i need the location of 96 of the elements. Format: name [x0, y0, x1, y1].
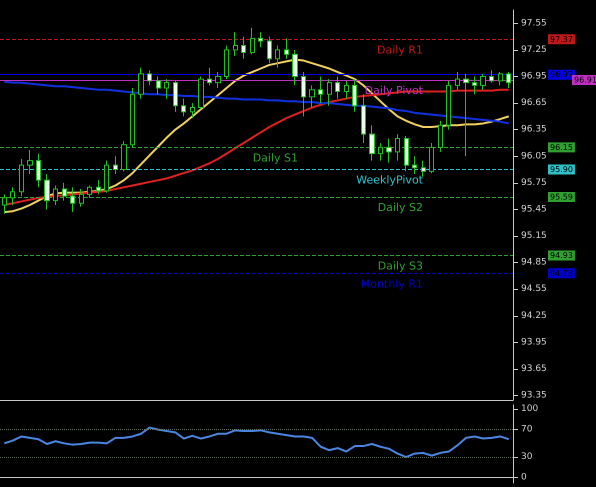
candlestick: [79, 188, 84, 208]
y-tick-label: 96.95: [521, 71, 547, 82]
candlestick: [480, 73, 486, 90]
candlestick: [138, 67, 144, 100]
y-tick-label: 95.45: [521, 204, 547, 214]
candlestick: [378, 142, 383, 162]
candlestick: [215, 72, 221, 88]
candlestick: [130, 88, 135, 148]
y-tick-label: 100: [521, 404, 538, 414]
y-tick-label: 96.65: [521, 98, 547, 108]
candlestick: [275, 44, 280, 68]
candlestick: [327, 78, 332, 106]
candlestick: [2, 194, 7, 214]
candlestick: [395, 134, 400, 162]
text: 95.59: [550, 192, 573, 202]
ref-line-label: Monthly R1: [360, 277, 423, 290]
candlestick: [429, 142, 434, 174]
candlestick: [404, 135, 409, 172]
y-tick-label: 70: [521, 424, 533, 435]
candlestick: [156, 76, 161, 95]
candlestick: [369, 124, 375, 162]
candlestick: [446, 80, 451, 130]
y-tick-label: 94.85: [521, 258, 547, 268]
candlestick: [121, 140, 127, 172]
ref-line-label: Daily S3: [378, 260, 423, 273]
candlestick: [352, 78, 357, 112]
candlestick: [173, 80, 178, 112]
candlestick: [164, 78, 169, 100]
y-tick-label: 95.15: [521, 231, 547, 242]
candlestick: [241, 36, 246, 60]
y-tick-label: 94.25: [521, 310, 547, 321]
candlestick: [233, 32, 238, 57]
candlestick: [267, 36, 272, 64]
candlestick: [318, 76, 323, 104]
candlestick: [489, 70, 494, 84]
candlestick: [19, 158, 24, 197]
candlestick: [258, 32, 263, 48]
y-tick-label: 93.35: [521, 390, 547, 401]
candlestick: [198, 76, 204, 110]
text: 96.91: [574, 76, 596, 85]
candlestick: [455, 72, 460, 90]
candlestick: [44, 173, 50, 210]
candlestick: [463, 73, 469, 157]
y-tick-label: 96.05: [521, 151, 547, 162]
candlestick: [421, 160, 426, 178]
ref-line-label: Daily R1: [377, 43, 423, 56]
candlestick: [386, 138, 392, 163]
candlestick: [224, 44, 229, 80]
text: 96.15: [550, 142, 573, 152]
y-tick-label: 95.75: [521, 178, 547, 188]
text: 95.90: [550, 165, 573, 174]
y-tick-label: 97.55: [521, 18, 547, 28]
text: 94.93: [550, 251, 573, 260]
text: 96.97: [550, 70, 573, 80]
candlestick: [412, 156, 417, 174]
candlestick: [438, 120, 443, 152]
candlestick: [335, 76, 340, 100]
candlestick: [309, 84, 315, 108]
candlestick: [70, 186, 75, 213]
y-tick-label: 93.95: [521, 337, 547, 348]
y-tick-label: 96.35: [521, 124, 547, 135]
y-tick-label: 94.55: [521, 284, 547, 294]
candlestick: [181, 98, 186, 117]
candlestick: [53, 185, 58, 206]
candlestick: [87, 185, 92, 198]
candlestick: [27, 150, 33, 174]
candlestick: [506, 72, 511, 88]
candlestick: [301, 72, 306, 117]
text: 94.73: [550, 268, 573, 278]
candlestick: [292, 49, 298, 86]
y-tick-label: 93.65: [521, 364, 547, 374]
candlestick: [250, 27, 255, 55]
candlestick: [147, 70, 152, 86]
candlestick: [284, 38, 289, 60]
candlestick: [62, 182, 67, 202]
candlestick: [472, 76, 477, 95]
line-series: [3, 80, 510, 124]
candlestick: [207, 67, 212, 86]
candlestick: [190, 102, 195, 119]
y-tick-label: 97.25: [521, 44, 547, 55]
ref-line-label: Daily S1: [252, 151, 298, 164]
line-series: [3, 426, 510, 458]
y-tick-label: 0: [521, 472, 527, 483]
candlestick: [113, 156, 118, 174]
candlestick: [104, 160, 109, 194]
candlestick: [344, 80, 349, 100]
text: 97.37: [550, 34, 573, 44]
candlestick: [36, 153, 41, 188]
ref-line-label: Daily S2: [378, 201, 423, 214]
candlestick: [96, 180, 101, 195]
y-tick-label: 30: [521, 452, 533, 462]
ref-line-label: WeeklyPivot: [356, 174, 424, 187]
candlestick: [498, 72, 503, 86]
candlestick: [361, 94, 366, 144]
line-series: [3, 58, 510, 214]
candlestick: [10, 186, 15, 206]
